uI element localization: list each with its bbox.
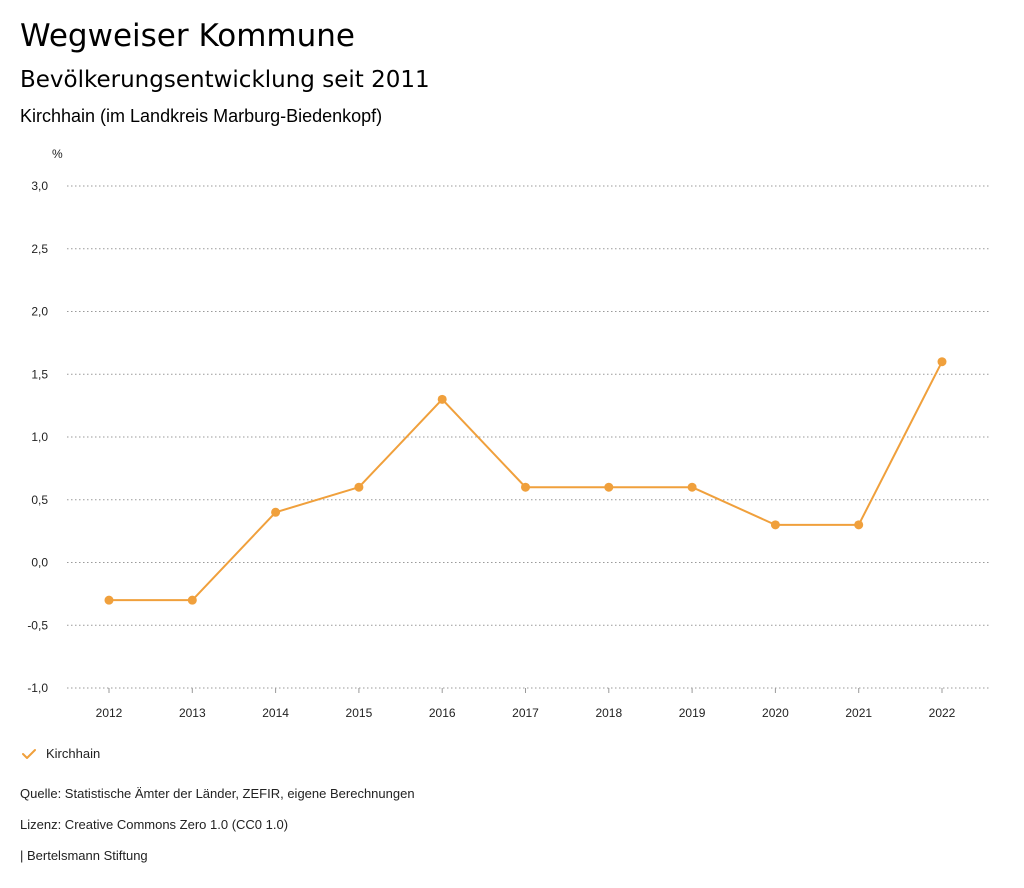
legend-label: Kirchhain: [46, 746, 101, 761]
y-tick-label: 0,5: [31, 493, 48, 507]
y-tick-label: 3,0: [31, 179, 48, 193]
x-tick-label: 2017: [512, 706, 539, 720]
x-axis-ticks: 2012 2013 2014 2015 2016 2017 2018 2019 2020 2021…: [96, 688, 956, 720]
x-tick-label: 2020: [762, 706, 789, 720]
series-line: [109, 361, 943, 602]
data-point: [271, 507, 281, 517]
x-tick-label: 2022: [929, 706, 956, 720]
data-point: [354, 482, 364, 492]
y-tick-label: -1,0: [27, 681, 48, 695]
app-title: Wegweiser Kommune: [20, 18, 355, 54]
data-point: [770, 520, 780, 530]
grid-lines: [67, 185, 990, 689]
chart-subtitle: Bevölkerungsentwicklung seit 2011: [20, 67, 430, 93]
y-tick-label: 1,5: [31, 367, 48, 381]
publisher-note: | Bertelsmann Stiftung: [20, 848, 148, 863]
data-point: [521, 482, 530, 492]
check-icon: [22, 749, 36, 759]
x-tick-label: 2014: [262, 706, 289, 720]
data-point: [104, 595, 114, 605]
y-tick-label: 2,5: [31, 242, 48, 256]
x-tick-label: 2019: [679, 706, 706, 720]
x-tick-label: 2012: [96, 706, 123, 720]
y-axis-ticks: 3,0 2,5 2,0 1,5 1,0 0,5 0,0 -0,5 -1,0: [27, 179, 48, 695]
data-point: [937, 357, 947, 367]
y-axis-unit-label: %: [52, 147, 63, 161]
series-kirchhain: [104, 357, 947, 605]
x-tick-label: 2018: [595, 706, 622, 720]
y-tick-label: -0,5: [27, 618, 48, 632]
source-note: Quelle: Statistische Ämter der Länder, Z…: [20, 786, 415, 801]
x-tick-label: 2016: [429, 706, 456, 720]
y-tick-label: 0,0: [31, 556, 48, 570]
data-point: [604, 482, 614, 492]
x-tick-label: 2013: [179, 706, 206, 720]
region-label: Kirchhain (im Landkreis Marburg-Biedenko…: [20, 106, 383, 126]
x-tick-label: 2021: [845, 706, 872, 720]
data-point: [437, 394, 447, 404]
legend-item-kirchhain[interactable]: Kirchhain: [22, 744, 100, 764]
data-point: [187, 595, 197, 605]
x-tick-label: 2015: [346, 706, 373, 720]
license-note: Lizenz: Creative Commons Zero 1.0 (CC0 1…: [20, 817, 289, 832]
data-point: [687, 482, 697, 492]
line-chart: % 3,0 2,5 2,0 1,5 1,0 0,5 0,0 -0,5 -1,0 2012 2013…: [27, 147, 990, 720]
data-point: [854, 520, 864, 530]
y-tick-label: 1,0: [31, 430, 48, 444]
y-tick-label: 2,0: [31, 305, 48, 319]
